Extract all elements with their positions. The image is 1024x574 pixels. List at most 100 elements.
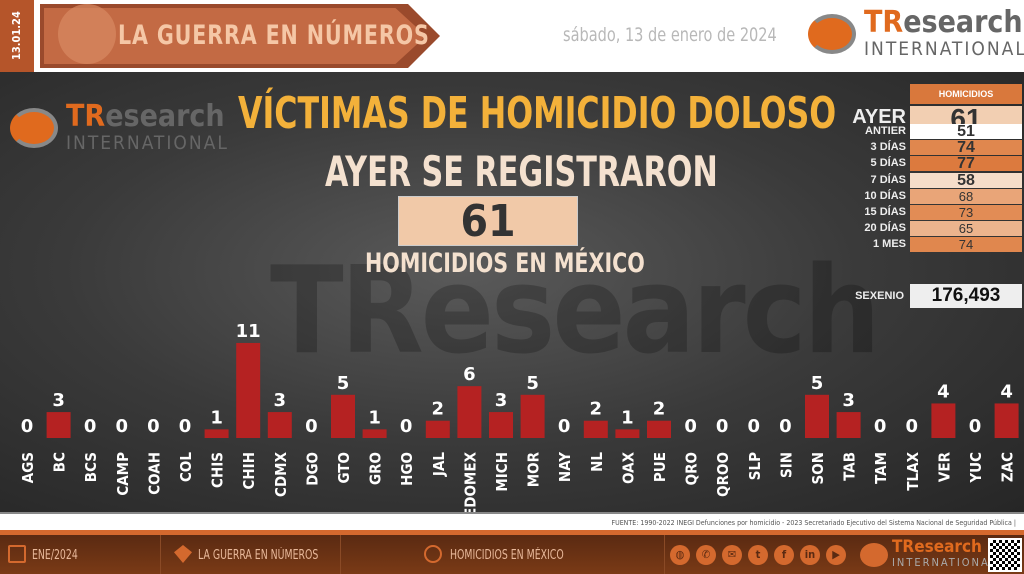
table-header: HOMICIDIOS	[910, 84, 1022, 104]
bar-chih	[236, 342, 261, 438]
row-label: 7 DÍAS	[870, 173, 906, 186]
tick-label: TAM	[872, 452, 890, 484]
email-icon[interactable]: ✉	[722, 545, 742, 565]
chart-logo-icon	[10, 108, 58, 148]
chart-logo-icon	[860, 543, 888, 567]
row-label: 5 DÍAS	[870, 157, 906, 170]
tick-label: TLAX	[904, 451, 922, 490]
sexenio-value: 176,493	[910, 284, 1022, 308]
twitter-icon[interactable]: t	[748, 545, 768, 565]
tick-label: COAH	[145, 452, 163, 495]
mexico-map-icon	[58, 4, 116, 64]
header-logo[interactable]: TResearch INTERNATIONAL	[808, 8, 1024, 60]
subheadline: AYER SE REGISTRARON	[325, 147, 718, 196]
data-label: 6	[463, 364, 476, 385]
data-label: 1	[621, 407, 634, 428]
banner-title: LA GUERRA EN NÚMEROS	[118, 20, 430, 51]
data-label: 3	[495, 390, 508, 411]
row-value: 77	[910, 156, 1022, 172]
data-label: 3	[52, 390, 65, 411]
tick-label: COL	[177, 452, 195, 482]
logo-rest: esearch	[105, 99, 225, 134]
data-label: 4	[1000, 381, 1013, 402]
footer-date: ENE/2024	[32, 548, 78, 563]
tick-label: NAY	[556, 452, 574, 482]
tick-label: SIN	[777, 452, 795, 478]
row-value: 51	[910, 124, 1022, 140]
tick-label: HGO	[398, 452, 416, 486]
data-label: 5	[526, 373, 539, 394]
bar-tab	[836, 412, 861, 438]
tick-label: CAMP	[114, 452, 132, 496]
logo-tr: TR	[864, 5, 904, 40]
data-label: 0	[684, 416, 697, 437]
tick-label: MOR	[525, 451, 543, 487]
total-number: 61	[398, 196, 578, 247]
watermark: TResearch	[270, 242, 881, 381]
tick-label: CHIS	[209, 452, 227, 488]
map-pin-icon	[174, 545, 192, 563]
subheadline-2: HOMICIDIOS EN MÉXICO	[365, 248, 645, 279]
data-label: 1	[210, 407, 223, 428]
divider	[160, 535, 161, 574]
tick-label: OAX	[619, 451, 637, 484]
data-label: 0	[874, 416, 887, 437]
row-value: 68	[910, 188, 1022, 204]
bar-chis	[204, 429, 229, 438]
table-row: 5 DÍAS 77	[820, 156, 1024, 172]
row-label: 15 DÍAS	[864, 206, 906, 218]
tick-label: JAL	[430, 452, 448, 477]
data-label: 2	[590, 399, 603, 420]
table-row: 7 DÍAS 58	[820, 172, 1024, 188]
logo-sub: INTERNATIONAL	[66, 132, 229, 154]
data-label: 0	[147, 416, 160, 437]
tick-label: PUE	[651, 452, 669, 482]
linkedin-icon[interactable]: in	[800, 545, 820, 565]
data-label: 0	[21, 416, 34, 437]
data-label: 11	[236, 321, 261, 342]
table-row: 10 DÍAS 68	[820, 188, 1024, 204]
tick-label: CHIH	[240, 452, 258, 490]
source-note: FUENTE: 1990-2022 INEGI Defunciones por …	[0, 512, 1024, 530]
bar-son	[805, 394, 829, 438]
tick-label: QROO	[714, 452, 732, 497]
footer-topic[interactable]: HOMICIDIOS EN MÉXICO	[450, 548, 564, 563]
row-label: 1 MES	[872, 238, 906, 251]
facebook-icon[interactable]: f	[774, 545, 794, 565]
logo-tr: TR	[892, 537, 915, 557]
tick-label: DGO	[303, 452, 321, 486]
data-label: 0	[84, 416, 97, 437]
table-row: 1 MES 74	[820, 237, 1024, 253]
divider	[340, 535, 341, 574]
youtube-icon[interactable]: ▶	[826, 545, 846, 565]
main-panel: TResearch TResearch INTERNATIONAL	[0, 72, 1024, 512]
globe-icon[interactable]: ◍	[670, 545, 690, 565]
data-label: 3	[274, 390, 287, 411]
footer-section[interactable]: LA GUERRA EN NÚMEROS	[198, 548, 319, 563]
tick-label: GRO	[367, 452, 385, 485]
data-label: 0	[716, 416, 729, 437]
row-label: AYER	[852, 106, 906, 128]
row-value: 65	[910, 221, 1022, 237]
footer-logo: TResearch INTERNATIONAL	[858, 539, 997, 569]
data-label: 0	[116, 416, 129, 437]
logo-sub: INTERNATIONAL	[892, 556, 998, 569]
whatsapp-icon[interactable]: ✆	[696, 545, 716, 565]
bar-nl	[583, 420, 608, 438]
bar-gto	[331, 394, 355, 438]
data-label: 0	[748, 416, 761, 437]
qr-code[interactable]	[988, 538, 1022, 572]
tick-label: SLP	[746, 452, 764, 480]
tick-label: MICH	[493, 452, 511, 492]
tick-label: VER	[935, 451, 953, 482]
bar-chart: 0AGS3BC0BCS0CAMP0COAH0COL1CHIS11CHIH3CDM…	[19, 321, 1019, 497]
bar-edomex	[457, 386, 482, 438]
bar-mor	[520, 394, 545, 438]
headline: VÍCTIMAS DE HOMICIDIO DOLOSO	[238, 88, 837, 139]
data-label: 0	[558, 416, 571, 437]
bar-bc	[46, 412, 71, 438]
divider	[664, 535, 665, 574]
bar-jal	[425, 420, 450, 438]
table-row: 20 DÍAS 65	[820, 221, 1024, 237]
tick-label: AGS	[19, 452, 37, 483]
